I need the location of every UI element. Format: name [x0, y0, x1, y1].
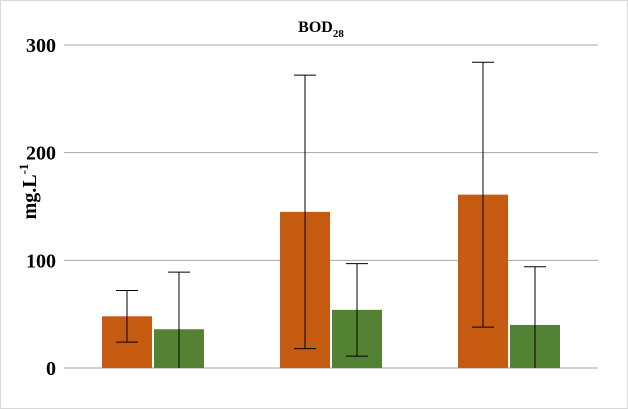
error-bar [168, 271, 190, 368]
error-bar [346, 263, 368, 357]
error-bars [116, 61, 546, 368]
error-bar [294, 74, 316, 350]
error-bar [116, 289, 138, 343]
y-tick-label: 0 [46, 358, 56, 380]
y-tick-label: 100 [26, 250, 56, 272]
y-tick-label: 300 [26, 35, 56, 57]
y-axis-label-superscript: -1 [16, 164, 31, 175]
chart-title-main: BOD [298, 19, 333, 36]
y-axis-label: mg.L-1 [16, 164, 41, 220]
y-axis-label-main: mg.L [19, 174, 41, 219]
error-bar [472, 61, 494, 328]
gridlines [64, 44, 598, 369]
bars [102, 194, 560, 368]
chart-title: BOD28 [298, 19, 344, 40]
chart-title-subscript: 28 [333, 28, 345, 40]
y-tick-label: 200 [26, 143, 56, 165]
error-bar [524, 266, 546, 368]
y-tick-labels: 0 100 200 300 [26, 35, 56, 380]
